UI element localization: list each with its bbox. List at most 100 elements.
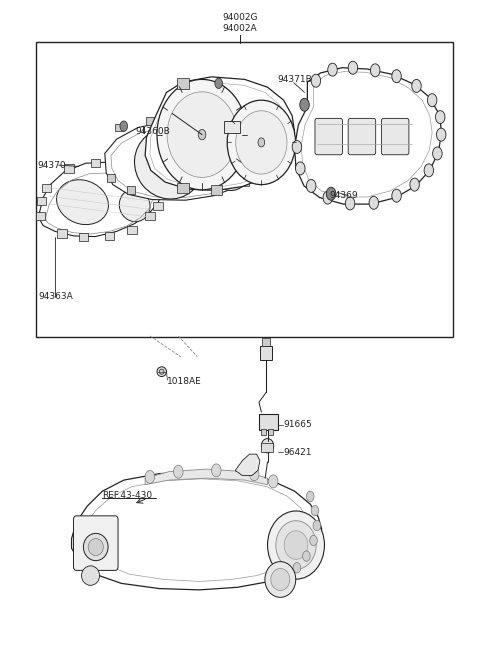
Circle shape xyxy=(328,63,337,76)
Text: 94371B: 94371B xyxy=(277,75,312,84)
Ellipse shape xyxy=(57,179,108,225)
Polygon shape xyxy=(38,162,162,236)
Circle shape xyxy=(293,563,301,573)
Bar xyxy=(262,338,270,346)
Circle shape xyxy=(215,78,222,88)
Circle shape xyxy=(326,187,336,200)
Ellipse shape xyxy=(236,111,287,174)
Circle shape xyxy=(436,128,446,141)
Ellipse shape xyxy=(284,531,308,559)
Bar xyxy=(178,78,189,88)
Ellipse shape xyxy=(134,128,203,199)
Circle shape xyxy=(120,121,128,132)
Ellipse shape xyxy=(119,189,150,221)
Text: 94002G: 94002G xyxy=(222,12,258,22)
Circle shape xyxy=(424,164,433,177)
Bar xyxy=(57,229,67,238)
Polygon shape xyxy=(145,77,295,191)
Bar xyxy=(91,159,100,167)
Circle shape xyxy=(392,189,401,202)
Bar xyxy=(218,124,226,132)
Bar xyxy=(36,212,46,220)
FancyBboxPatch shape xyxy=(315,119,342,155)
Circle shape xyxy=(302,551,310,561)
Circle shape xyxy=(268,475,278,488)
Bar xyxy=(261,346,272,360)
Bar xyxy=(42,184,51,193)
Text: 96421: 96421 xyxy=(284,448,312,457)
Ellipse shape xyxy=(227,100,296,185)
Bar xyxy=(259,414,278,430)
Bar xyxy=(107,174,115,182)
Circle shape xyxy=(412,79,421,92)
Polygon shape xyxy=(105,121,258,200)
Bar xyxy=(178,183,189,193)
Bar xyxy=(105,232,114,240)
Ellipse shape xyxy=(88,538,103,555)
Bar xyxy=(153,202,163,210)
Ellipse shape xyxy=(267,511,324,579)
Bar xyxy=(261,429,265,436)
Ellipse shape xyxy=(265,561,296,597)
Circle shape xyxy=(296,162,305,175)
Circle shape xyxy=(212,464,221,477)
Circle shape xyxy=(435,111,445,124)
Circle shape xyxy=(311,74,321,87)
Bar xyxy=(152,177,162,185)
Circle shape xyxy=(323,191,333,204)
Bar xyxy=(79,233,88,241)
Text: 94370: 94370 xyxy=(37,160,66,170)
Bar xyxy=(254,153,261,160)
Polygon shape xyxy=(235,454,260,476)
Circle shape xyxy=(371,64,380,77)
Polygon shape xyxy=(72,472,322,590)
Bar xyxy=(241,178,249,186)
Text: 94002A: 94002A xyxy=(223,24,257,33)
Circle shape xyxy=(198,130,206,140)
Circle shape xyxy=(174,465,183,478)
Bar xyxy=(251,166,258,174)
Polygon shape xyxy=(295,67,442,204)
Ellipse shape xyxy=(210,146,251,191)
Circle shape xyxy=(250,468,259,481)
Circle shape xyxy=(392,69,401,83)
Ellipse shape xyxy=(84,533,108,561)
Text: 91665: 91665 xyxy=(284,421,312,430)
Circle shape xyxy=(348,61,358,74)
Bar xyxy=(184,117,192,125)
FancyBboxPatch shape xyxy=(348,119,376,155)
Ellipse shape xyxy=(271,569,290,591)
Bar xyxy=(261,443,273,452)
Ellipse shape xyxy=(157,367,167,377)
Bar xyxy=(156,190,166,198)
Bar xyxy=(37,197,47,206)
Text: 94369: 94369 xyxy=(329,191,358,200)
Circle shape xyxy=(306,179,316,193)
Bar xyxy=(140,166,150,175)
Circle shape xyxy=(369,196,379,210)
Circle shape xyxy=(313,520,321,531)
FancyBboxPatch shape xyxy=(382,119,409,155)
Circle shape xyxy=(410,178,420,191)
Bar xyxy=(146,117,154,125)
Circle shape xyxy=(311,506,319,516)
Circle shape xyxy=(345,197,355,210)
Polygon shape xyxy=(145,469,267,485)
Bar xyxy=(145,212,155,220)
Ellipse shape xyxy=(82,566,99,586)
Bar xyxy=(268,429,273,436)
Text: 94363A: 94363A xyxy=(38,293,73,301)
Circle shape xyxy=(300,98,309,111)
Circle shape xyxy=(258,138,264,147)
Ellipse shape xyxy=(276,521,316,569)
Circle shape xyxy=(292,140,301,153)
Text: 94360B: 94360B xyxy=(136,127,170,136)
FancyBboxPatch shape xyxy=(73,516,118,571)
Circle shape xyxy=(427,94,437,107)
Ellipse shape xyxy=(159,369,164,374)
Text: REF.43-430: REF.43-430 xyxy=(102,491,153,500)
Bar xyxy=(117,160,126,168)
Circle shape xyxy=(306,491,314,502)
Bar xyxy=(127,186,135,194)
Bar xyxy=(211,185,222,195)
